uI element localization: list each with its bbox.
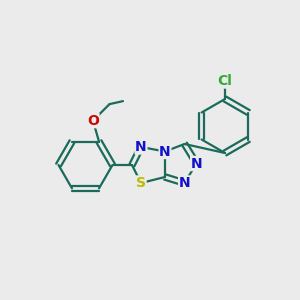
Text: N: N xyxy=(135,140,147,154)
Text: N: N xyxy=(179,176,190,190)
Text: N: N xyxy=(159,145,171,158)
Text: S: S xyxy=(136,176,146,190)
Text: N: N xyxy=(191,157,202,170)
Text: O: O xyxy=(87,114,99,128)
Text: Cl: Cl xyxy=(218,74,232,88)
